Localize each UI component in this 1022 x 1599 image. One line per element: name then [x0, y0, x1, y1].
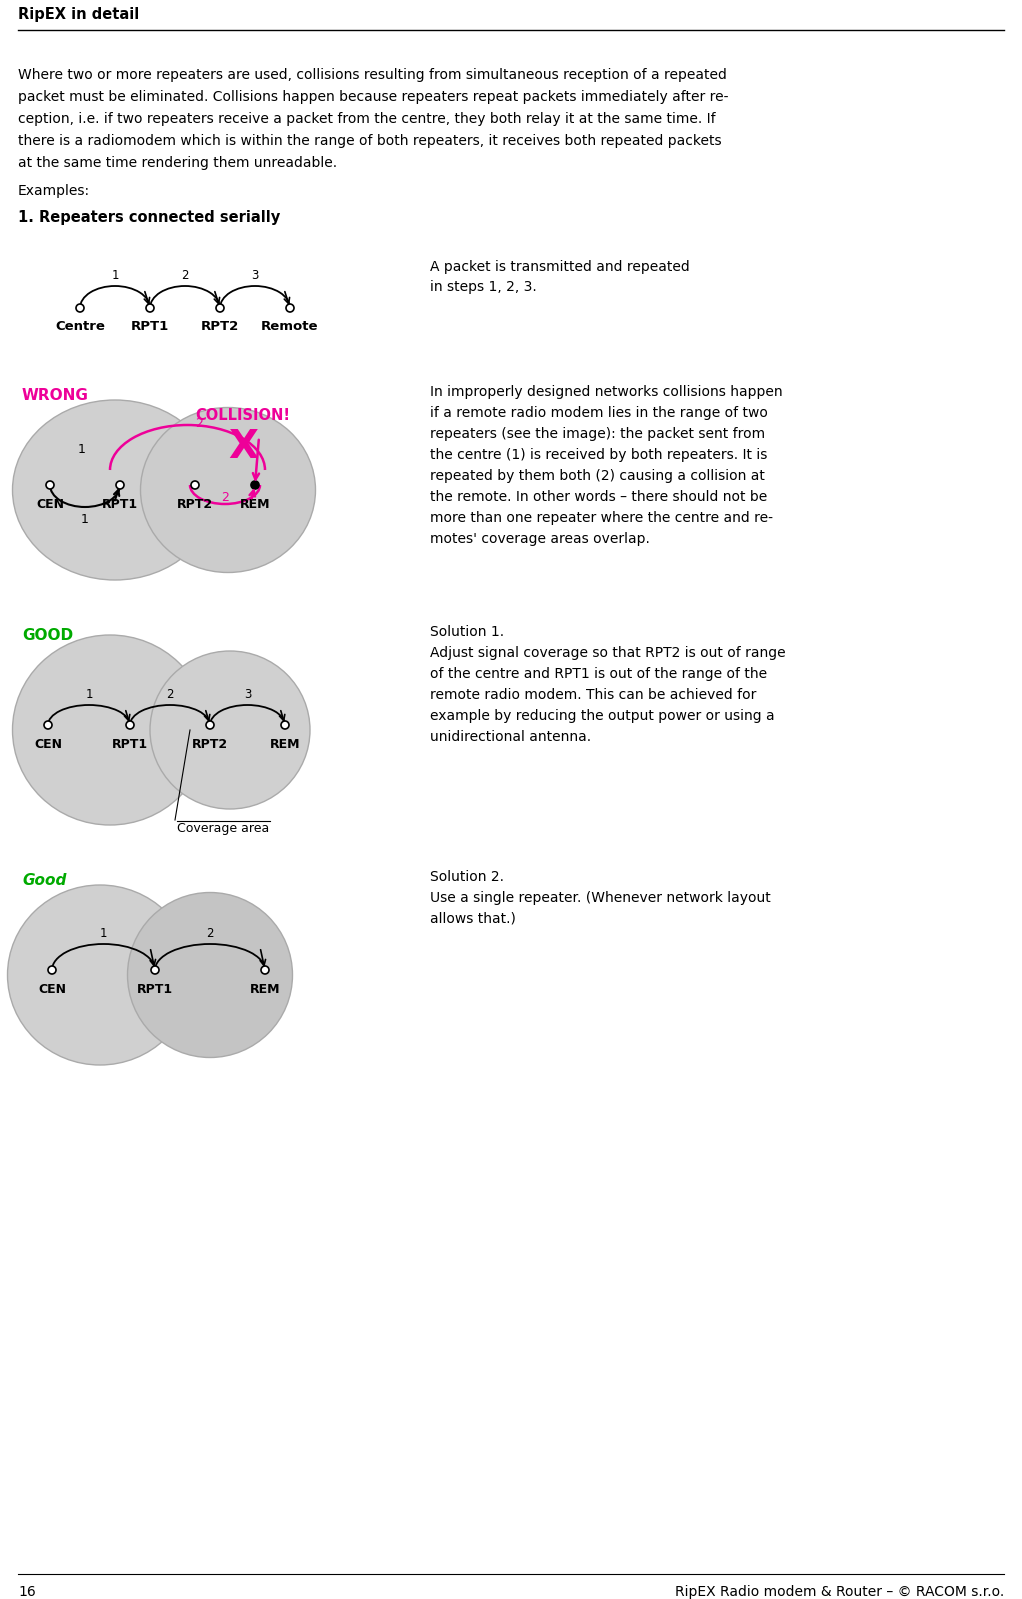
Text: CEN: CEN	[34, 739, 62, 752]
Text: COLLISION!: COLLISION!	[195, 408, 290, 424]
Text: RPT1: RPT1	[112, 739, 148, 752]
Text: Solution 2.: Solution 2.	[430, 870, 504, 884]
Text: CEN: CEN	[36, 497, 64, 512]
Text: remote radio modem. This can be achieved for: remote radio modem. This can be achieved…	[430, 688, 756, 702]
Text: RPT1: RPT1	[131, 320, 169, 333]
Text: Where two or more repeaters are used, collisions resulting from simultaneous rec: Where two or more repeaters are used, co…	[18, 69, 727, 82]
Text: example by reducing the output power or using a: example by reducing the output power or …	[430, 708, 775, 723]
Text: RipEX in detail: RipEX in detail	[18, 6, 139, 22]
Text: unidirectional antenna.: unidirectional antenna.	[430, 731, 591, 744]
Text: X: X	[228, 429, 258, 465]
Text: 3: 3	[244, 688, 251, 700]
Text: there is a radiomodem which is within the range of both repeaters, it receives b: there is a radiomodem which is within th…	[18, 134, 722, 149]
Text: Adjust signal coverage so that RPT2 is out of range: Adjust signal coverage so that RPT2 is o…	[430, 646, 786, 660]
Text: repeaters (see the image): the packet sent from: repeaters (see the image): the packet se…	[430, 427, 765, 441]
Text: allows that.): allows that.)	[430, 911, 516, 926]
Text: ception, i.e. if two repeaters receive a packet from the centre, they both relay: ception, i.e. if two repeaters receive a…	[18, 112, 715, 126]
Text: In improperly designed networks collisions happen: In improperly designed networks collisio…	[430, 385, 783, 400]
Circle shape	[261, 966, 269, 974]
Text: 1. Repeaters connected serially: 1. Repeaters connected serially	[18, 209, 280, 225]
Text: 16: 16	[18, 1585, 36, 1599]
Circle shape	[191, 481, 199, 489]
Text: CEN: CEN	[38, 983, 66, 996]
Ellipse shape	[128, 892, 292, 1057]
Text: 2: 2	[167, 688, 174, 700]
Text: if a remote radio modem lies in the range of two: if a remote radio modem lies in the rang…	[430, 406, 768, 421]
Circle shape	[44, 721, 52, 729]
Text: at the same time rendering them unreadable.: at the same time rendering them unreadab…	[18, 157, 337, 169]
Circle shape	[126, 721, 134, 729]
Circle shape	[206, 721, 214, 729]
Text: 2: 2	[221, 491, 229, 504]
Text: Remote: Remote	[262, 320, 319, 333]
Text: Good: Good	[22, 873, 66, 887]
Text: in steps 1, 2, 3.: in steps 1, 2, 3.	[430, 280, 537, 294]
Text: of the centre and RPT1 is out of the range of the: of the centre and RPT1 is out of the ran…	[430, 667, 768, 681]
Circle shape	[46, 481, 54, 489]
Text: 2: 2	[206, 927, 214, 940]
Circle shape	[117, 481, 124, 489]
Text: REM: REM	[240, 497, 270, 512]
Text: the remote. In other words – there should not be: the remote. In other words – there shoul…	[430, 489, 768, 504]
Text: 1: 1	[81, 513, 89, 526]
Text: Coverage area: Coverage area	[177, 822, 269, 835]
Ellipse shape	[140, 408, 316, 572]
Text: 2: 2	[195, 417, 203, 430]
Text: Centre: Centre	[55, 320, 105, 333]
Text: 3: 3	[251, 269, 259, 281]
Text: RipEX Radio modem & Router – © RACOM s.r.o.: RipEX Radio modem & Router – © RACOM s.r…	[675, 1585, 1004, 1599]
Text: REM: REM	[249, 983, 280, 996]
Text: RPT1: RPT1	[102, 497, 138, 512]
Circle shape	[48, 966, 56, 974]
Text: RPT2: RPT2	[201, 320, 239, 333]
Circle shape	[151, 966, 159, 974]
Ellipse shape	[12, 635, 207, 825]
Text: GOOD: GOOD	[22, 628, 74, 643]
Text: repeated by them both (2) causing a collision at: repeated by them both (2) causing a coll…	[430, 469, 764, 483]
Text: REM: REM	[270, 739, 300, 752]
Circle shape	[281, 721, 289, 729]
Ellipse shape	[7, 884, 192, 1065]
Ellipse shape	[12, 400, 218, 580]
Text: Examples:: Examples:	[18, 184, 90, 198]
Text: 1: 1	[111, 269, 119, 281]
Text: 1: 1	[78, 443, 86, 456]
Text: 2: 2	[181, 269, 189, 281]
Circle shape	[216, 304, 224, 312]
Circle shape	[146, 304, 154, 312]
Text: 1: 1	[100, 927, 107, 940]
Text: RPT2: RPT2	[192, 739, 228, 752]
Text: Use a single repeater. (Whenever network layout: Use a single repeater. (Whenever network…	[430, 891, 771, 905]
Text: more than one repeater where the centre and re-: more than one repeater where the centre …	[430, 512, 773, 524]
Text: motes' coverage areas overlap.: motes' coverage areas overlap.	[430, 532, 650, 545]
Text: A packet is transmitted and repeated: A packet is transmitted and repeated	[430, 261, 690, 273]
Text: Solution 1.: Solution 1.	[430, 625, 504, 640]
Circle shape	[251, 481, 259, 489]
Ellipse shape	[150, 651, 310, 809]
Circle shape	[286, 304, 294, 312]
Text: RPT1: RPT1	[137, 983, 173, 996]
Text: packet must be eliminated. Collisions happen because repeaters repeat packets im: packet must be eliminated. Collisions ha…	[18, 90, 729, 104]
Text: the centre (1) is received by both repeaters. It is: the centre (1) is received by both repea…	[430, 448, 768, 462]
Text: 1: 1	[85, 688, 93, 700]
Text: RPT2: RPT2	[177, 497, 213, 512]
Circle shape	[76, 304, 84, 312]
Text: WRONG: WRONG	[22, 389, 89, 403]
